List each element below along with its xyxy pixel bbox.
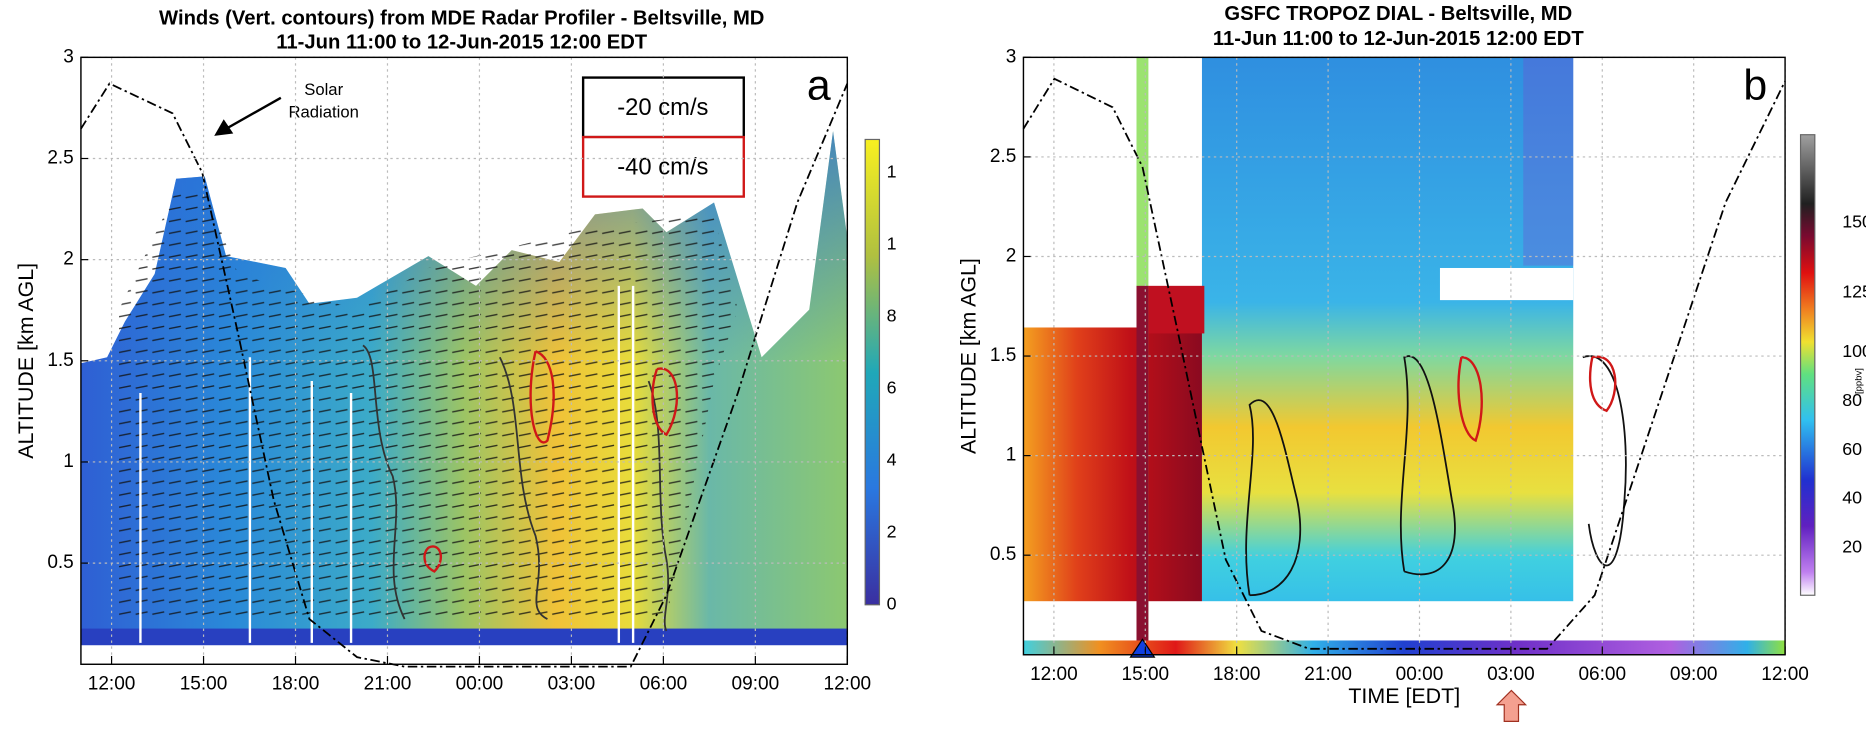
x-axis-label: TIME [EDT] <box>1348 684 1460 708</box>
x-tick-label: 12:00 <box>1761 664 1809 685</box>
colorbar-tick-label: 100 <box>1842 341 1866 361</box>
x-tick-label: 18:00 <box>1213 664 1261 685</box>
colorbar-tick-label: 2 <box>887 521 897 541</box>
y-axis-label: ALTITUDE [km AGL] <box>14 263 38 459</box>
chart-subtitle: 11-Jun 11:00 to 12-Jun-2015 12:00 EDT <box>276 31 647 53</box>
y-tick-label: 1.5 <box>990 345 1016 366</box>
y-tick-label: 0.5 <box>47 552 73 573</box>
colorbar <box>1799 134 1816 596</box>
arrow-head <box>214 119 234 136</box>
contours-red <box>1457 355 1617 443</box>
x-tick-label: 09:00 <box>1670 664 1718 685</box>
x-tick-label: 03:00 <box>548 674 596 695</box>
x-tick-label: 00:00 <box>1396 664 1444 685</box>
bottom-band <box>80 628 848 646</box>
y-tick-label: 1.5 <box>47 350 73 371</box>
y-tick-label: 2.5 <box>47 148 73 169</box>
data-gaps <box>139 285 635 643</box>
y-tick-label: 1 <box>63 451 74 472</box>
x-tick-label: 03:00 <box>1487 664 1535 685</box>
x-tick-label: 15:00 <box>180 674 228 695</box>
ozone-field-peak <box>1144 285 1205 334</box>
ozone-shade <box>1523 57 1574 266</box>
x-tick-label: 12:00 <box>824 674 872 695</box>
solar-curve <box>80 82 849 668</box>
marker-triangle <box>1129 638 1156 658</box>
x-tick-label: 15:00 <box>1121 664 1169 685</box>
colorbar-tick-label: 60 <box>1842 439 1862 459</box>
x-tick-label: 06:00 <box>1578 664 1626 685</box>
y-tick-label: 2 <box>63 249 74 270</box>
annotation-arrow <box>225 96 282 130</box>
colorbar-tick-label: 80 <box>1842 390 1862 410</box>
surface-strip <box>1023 640 1786 655</box>
panel-label: b <box>1743 62 1767 110</box>
x-tick-label: 18:00 <box>272 674 320 695</box>
colorbar-label: [ppbv] <box>1853 368 1864 394</box>
colorbar-tick-label: 1 <box>887 233 897 253</box>
colorbar-tick-label: 40 <box>1842 488 1862 508</box>
x-tick-label: 21:00 <box>1304 664 1352 685</box>
plot-frame <box>1022 56 1786 656</box>
panel-label: a <box>807 62 831 110</box>
colorbar-tick-label: 20 <box>1842 536 1862 556</box>
x-tick-label: 06:00 <box>640 674 688 695</box>
y-tick-label: 2 <box>1006 246 1017 267</box>
profile-column <box>1136 285 1149 643</box>
annotation: Radiation <box>289 103 359 122</box>
chart-title: Winds (Vert. contours) from MDE Radar Pr… <box>159 8 764 30</box>
plot-frame <box>80 56 849 665</box>
chart-title: GSFC TROPOZ DIAL - Beltsville, MD <box>1224 3 1572 25</box>
colorbar-tick-label: 4 <box>887 449 897 469</box>
colorbar <box>864 138 881 606</box>
x-tick-label: 09:00 <box>732 674 780 695</box>
contours <box>1245 355 1627 597</box>
ozone-field-left <box>1023 327 1202 602</box>
y-tick-label: 2.5 <box>990 146 1016 167</box>
x-tick-label: 12:00 <box>1030 664 1078 685</box>
colorbar-tick-label: 150 <box>1842 211 1866 231</box>
colorbar-tick-label: 1 <box>887 162 897 182</box>
y-tick-label: 0.5 <box>990 544 1016 565</box>
x-tick-label: 21:00 <box>364 674 412 695</box>
x-tick-label: 00:00 <box>456 674 504 695</box>
annotation: Solar <box>304 80 343 99</box>
chart-subtitle: 11-Jun 11:00 to 12-Jun-2015 12:00 EDT <box>1213 28 1584 50</box>
wind-barbs <box>119 190 738 620</box>
colorbar-tick-label: 6 <box>887 377 897 397</box>
contours-red <box>423 350 679 573</box>
solar-curve <box>1022 77 1786 650</box>
y-axis-label: ALTITUDE [km AGL] <box>957 258 981 454</box>
data-gap <box>1439 267 1574 301</box>
colorbar-tick-label: 0 <box>887 593 897 613</box>
x-tick-label: 12:00 <box>88 674 136 695</box>
marker-arrow <box>1495 689 1528 722</box>
y-tick-label: 3 <box>63 46 74 67</box>
panel-a-art: -20 cm/s -40 cm/s Solar Radiation a <box>80 62 881 668</box>
y-tick-label: 1 <box>1006 445 1017 466</box>
ozone-field <box>1201 57 1574 602</box>
colorbar-tick-label: 125 <box>1842 282 1866 302</box>
y-tick-label: 3 <box>1006 46 1017 67</box>
colorbar-tick-label: 8 <box>887 305 897 325</box>
